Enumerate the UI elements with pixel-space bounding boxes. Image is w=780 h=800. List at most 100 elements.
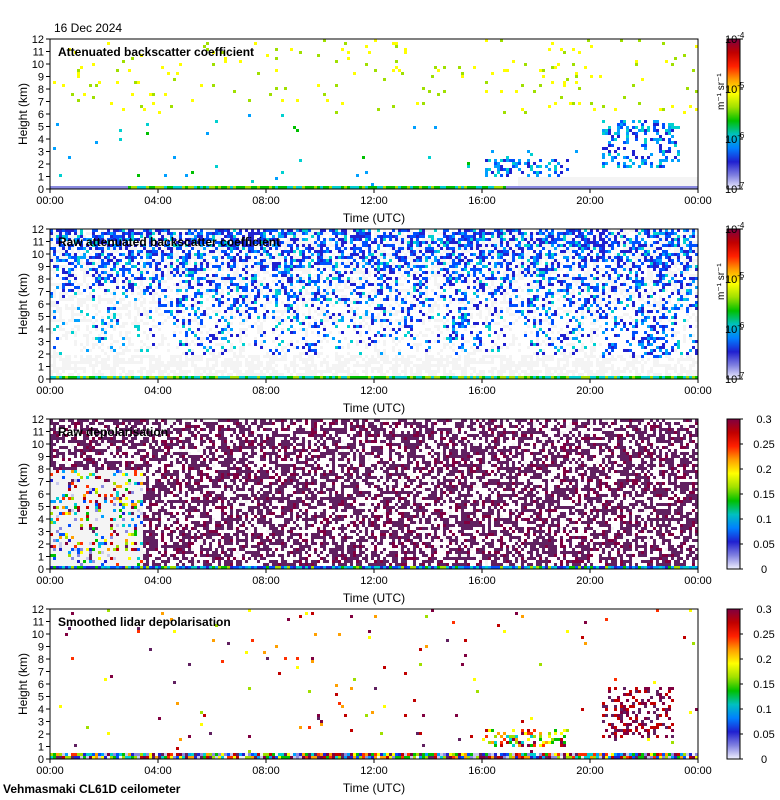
y-tick-label: 3 — [38, 147, 44, 159]
colorbar-tick-label: 0.05 — [753, 729, 774, 741]
y-tick-label: 2 — [38, 729, 44, 741]
y-tick-label: 0 — [38, 564, 44, 576]
colorbar-tick-label: 10-6 — [725, 131, 745, 146]
y-tick-label: 11 — [33, 47, 44, 59]
colorbar — [726, 418, 741, 570]
y-tick-label: 8 — [38, 654, 44, 666]
y-tick-label: 9 — [38, 72, 44, 84]
y-tick-label: 10 — [32, 439, 44, 451]
y-tick-label: 4 — [38, 704, 44, 716]
colorbar — [726, 228, 741, 380]
y-tick-label: 4 — [38, 514, 44, 526]
x-tick-label: 20:00 — [576, 765, 604, 777]
x-tick-label: 16:00 — [468, 385, 496, 397]
x-tick-label: 12:00 — [360, 195, 388, 207]
colorbar-tick-label: 0.1 — [756, 514, 771, 526]
y-tick-label: 5 — [38, 692, 44, 704]
y-tick-label: 8 — [38, 274, 44, 286]
y-tick-label: 11 — [33, 237, 44, 249]
y-tick-label: 0 — [38, 754, 44, 766]
colorbar-tick-label: 10-5 — [725, 271, 745, 286]
x-tick-label: 12:00 — [360, 385, 388, 397]
colorbar — [726, 608, 741, 760]
y-tick-label: 1 — [38, 742, 44, 754]
x-tick-label: 08:00 — [252, 385, 280, 397]
x-tick-label: 00:00 — [36, 765, 64, 777]
x-tick-label: 00:00 — [684, 385, 712, 397]
x-axis-label: Time (UTC) — [343, 781, 405, 795]
colorbar-tick-label: 0.3 — [756, 604, 771, 616]
y-tick-label: 2 — [38, 539, 44, 551]
x-tick-label: 08:00 — [252, 765, 280, 777]
x-tick-label: 08:00 — [252, 195, 280, 207]
x-tick-label: 16:00 — [468, 575, 496, 587]
y-tick-label: 1 — [38, 172, 44, 184]
y-tick-label: 6 — [38, 109, 44, 121]
y-tick-label: 0 — [38, 184, 44, 196]
y-tick-label: 6 — [38, 679, 44, 691]
x-tick-label: 04:00 — [144, 575, 172, 587]
y-tick-label: 9 — [38, 452, 44, 464]
y-tick-label: 9 — [38, 262, 44, 274]
date-label: 16 Dec 2024 — [54, 21, 123, 35]
plot-area — [50, 39, 698, 189]
y-tick-label: 10 — [32, 59, 44, 71]
x-axis-label: Time (UTC) — [343, 401, 405, 415]
y-tick-label: 7 — [38, 287, 44, 299]
y-tick-label: 12 — [32, 414, 44, 426]
colorbar-tick-label: 10-5 — [725, 81, 745, 96]
instrument-label: Vehmasmaki CL61D ceilometer — [3, 782, 181, 796]
y-tick-label: 4 — [38, 324, 44, 336]
x-tick-label: 20:00 — [576, 575, 604, 587]
y-tick-label: 9 — [38, 642, 44, 654]
colorbar-tick-label: 0.15 — [753, 679, 774, 691]
x-tick-label: 00:00 — [36, 575, 64, 587]
y-tick-label: 11 — [33, 427, 44, 439]
colorbar-tick-label: 0.1 — [756, 704, 771, 716]
y-tick-label: 4 — [38, 134, 44, 146]
y-tick-label: 8 — [38, 84, 44, 96]
y-tick-label: 10 — [32, 629, 44, 641]
y-tick-label: 6 — [38, 489, 44, 501]
panel-title: Smoothed lidar depolarisation — [58, 615, 231, 629]
colorbar-label: m⁻¹ sr⁻¹ — [716, 73, 727, 110]
x-axis-label: Time (UTC) — [343, 591, 405, 605]
y-tick-label: 6 — [38, 299, 44, 311]
colorbar-tick-label: 0.05 — [753, 539, 774, 551]
plot-area — [50, 609, 698, 759]
colorbar-tick-label: 10-4 — [725, 31, 745, 46]
y-tick-label: 12 — [32, 34, 44, 46]
y-tick-label: 5 — [38, 502, 44, 514]
y-tick-label: 7 — [38, 97, 44, 109]
y-tick-label: 12 — [32, 224, 44, 236]
y-axis-label: Height (km) — [16, 653, 30, 715]
x-tick-label: 00:00 — [684, 195, 712, 207]
y-tick-label: 2 — [38, 349, 44, 361]
y-tick-label: 0 — [38, 374, 44, 386]
y-tick-label: 5 — [38, 122, 44, 134]
colorbar-tick-label: 0 — [761, 754, 767, 766]
x-tick-label: 00:00 — [36, 195, 64, 207]
x-tick-label: 12:00 — [360, 765, 388, 777]
colorbar-tick-label: 10-7 — [725, 371, 745, 386]
x-tick-label: 16:00 — [468, 765, 496, 777]
x-tick-label: 04:00 — [144, 765, 172, 777]
x-axis-label: Time (UTC) — [343, 211, 405, 225]
x-tick-label: 16:00 — [468, 195, 496, 207]
y-tick-label: 2 — [38, 159, 44, 171]
x-tick-label: 00:00 — [36, 385, 64, 397]
colorbar-tick-label: 0.2 — [756, 464, 771, 476]
y-axis-label: Height (km) — [16, 273, 30, 335]
x-tick-label: 20:00 — [576, 195, 604, 207]
colorbar-tick-label: 0.3 — [756, 414, 771, 426]
colorbar-tick-label: 10-4 — [725, 221, 745, 236]
panel-title: Attenuated backscatter coefficient — [58, 45, 254, 59]
panel-title: Raw depolarisation — [58, 425, 168, 439]
y-tick-label: 1 — [38, 362, 44, 374]
y-tick-label: 1 — [38, 552, 44, 564]
y-tick-label: 12 — [32, 604, 44, 616]
